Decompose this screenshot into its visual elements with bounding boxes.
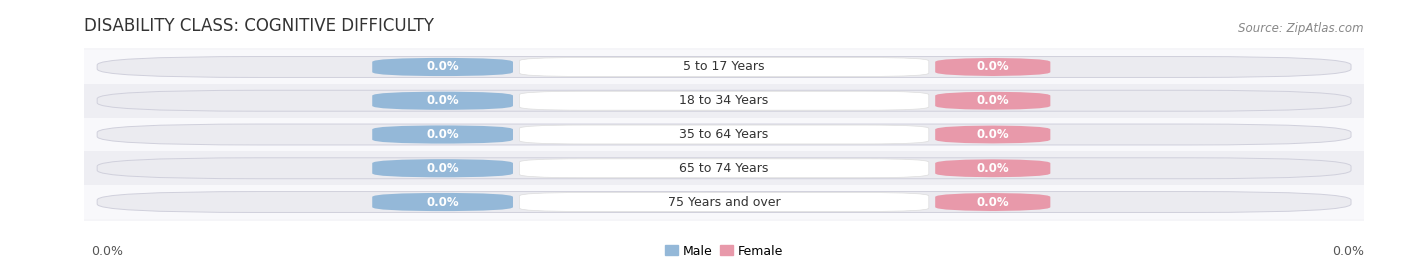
FancyBboxPatch shape	[519, 91, 929, 110]
FancyBboxPatch shape	[519, 58, 929, 76]
Text: 75 Years and over: 75 Years and over	[668, 196, 780, 208]
Text: 0.0%: 0.0%	[426, 162, 458, 175]
Bar	[84, 84, 1364, 118]
Text: 65 to 74 Years: 65 to 74 Years	[679, 162, 769, 175]
FancyBboxPatch shape	[519, 159, 929, 178]
Bar	[84, 118, 1364, 151]
Text: 0.0%: 0.0%	[426, 128, 458, 141]
FancyBboxPatch shape	[373, 125, 513, 144]
FancyBboxPatch shape	[935, 193, 1050, 211]
FancyBboxPatch shape	[935, 159, 1050, 177]
Text: 0.0%: 0.0%	[976, 162, 1010, 175]
FancyBboxPatch shape	[373, 58, 513, 76]
Text: 0.0%: 0.0%	[976, 61, 1010, 73]
Bar	[84, 185, 1364, 219]
Text: Source: ZipAtlas.com: Source: ZipAtlas.com	[1239, 22, 1364, 35]
FancyBboxPatch shape	[97, 56, 1351, 77]
Bar	[84, 50, 1364, 84]
FancyBboxPatch shape	[97, 90, 1351, 111]
Text: 0.0%: 0.0%	[976, 94, 1010, 107]
Text: 0.0%: 0.0%	[91, 245, 124, 258]
Text: DISABILITY CLASS: COGNITIVE DIFFICULTY: DISABILITY CLASS: COGNITIVE DIFFICULTY	[84, 17, 434, 35]
FancyBboxPatch shape	[373, 159, 513, 177]
Text: 0.0%: 0.0%	[976, 196, 1010, 208]
Legend: Male, Female: Male, Female	[661, 239, 787, 263]
Bar	[84, 151, 1364, 185]
FancyBboxPatch shape	[935, 92, 1050, 110]
Text: 0.0%: 0.0%	[426, 196, 458, 208]
FancyBboxPatch shape	[935, 58, 1050, 76]
Text: 5 to 17 Years: 5 to 17 Years	[683, 61, 765, 73]
FancyBboxPatch shape	[97, 158, 1351, 179]
Text: 0.0%: 0.0%	[976, 128, 1010, 141]
Text: 35 to 64 Years: 35 to 64 Years	[679, 128, 769, 141]
FancyBboxPatch shape	[97, 124, 1351, 145]
Text: 0.0%: 0.0%	[426, 61, 458, 73]
Text: 0.0%: 0.0%	[1331, 245, 1364, 258]
FancyBboxPatch shape	[519, 193, 929, 211]
Text: 0.0%: 0.0%	[426, 94, 458, 107]
FancyBboxPatch shape	[373, 92, 513, 110]
FancyBboxPatch shape	[373, 193, 513, 211]
Text: 18 to 34 Years: 18 to 34 Years	[679, 94, 769, 107]
FancyBboxPatch shape	[519, 125, 929, 144]
FancyBboxPatch shape	[935, 125, 1050, 144]
FancyBboxPatch shape	[97, 192, 1351, 213]
